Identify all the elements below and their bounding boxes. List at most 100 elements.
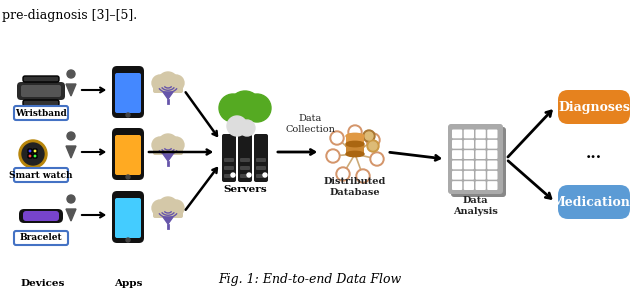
Circle shape bbox=[328, 151, 338, 161]
FancyBboxPatch shape bbox=[28, 154, 32, 158]
FancyBboxPatch shape bbox=[153, 206, 183, 218]
FancyBboxPatch shape bbox=[464, 130, 474, 138]
Circle shape bbox=[67, 132, 75, 140]
FancyBboxPatch shape bbox=[558, 90, 630, 124]
Circle shape bbox=[372, 154, 382, 164]
Circle shape bbox=[67, 195, 75, 203]
Circle shape bbox=[239, 120, 255, 136]
FancyBboxPatch shape bbox=[240, 166, 250, 170]
Circle shape bbox=[326, 149, 340, 163]
FancyBboxPatch shape bbox=[476, 171, 486, 180]
FancyBboxPatch shape bbox=[452, 160, 462, 169]
Circle shape bbox=[239, 96, 263, 120]
FancyBboxPatch shape bbox=[28, 149, 32, 153]
Circle shape bbox=[348, 125, 362, 139]
FancyBboxPatch shape bbox=[558, 185, 630, 219]
Circle shape bbox=[219, 94, 247, 122]
Circle shape bbox=[157, 139, 171, 153]
FancyBboxPatch shape bbox=[476, 160, 486, 169]
Text: Diagnoses: Diagnoses bbox=[558, 101, 630, 114]
Circle shape bbox=[350, 127, 360, 137]
Circle shape bbox=[231, 173, 235, 177]
FancyBboxPatch shape bbox=[224, 158, 234, 162]
Text: Devices: Devices bbox=[21, 279, 65, 288]
Ellipse shape bbox=[346, 151, 364, 157]
FancyBboxPatch shape bbox=[19, 209, 63, 223]
Circle shape bbox=[165, 139, 179, 153]
Circle shape bbox=[126, 175, 130, 179]
FancyBboxPatch shape bbox=[224, 166, 234, 170]
Circle shape bbox=[367, 140, 379, 152]
Text: Medications: Medications bbox=[551, 195, 637, 208]
Text: Bracelet: Bracelet bbox=[20, 233, 62, 243]
FancyBboxPatch shape bbox=[222, 134, 236, 182]
FancyBboxPatch shape bbox=[240, 174, 250, 178]
Circle shape bbox=[152, 75, 168, 91]
FancyBboxPatch shape bbox=[240, 158, 250, 162]
FancyBboxPatch shape bbox=[33, 154, 37, 158]
Circle shape bbox=[165, 77, 179, 91]
FancyBboxPatch shape bbox=[452, 140, 462, 149]
Polygon shape bbox=[66, 209, 76, 221]
Polygon shape bbox=[66, 146, 76, 158]
Text: Distributed
Database: Distributed Database bbox=[324, 177, 386, 197]
Circle shape bbox=[365, 132, 373, 140]
FancyBboxPatch shape bbox=[14, 231, 68, 245]
Text: pre-diagnosis [3]–[5].: pre-diagnosis [3]–[5]. bbox=[2, 9, 137, 22]
Text: Apps: Apps bbox=[114, 279, 142, 288]
Circle shape bbox=[243, 94, 271, 122]
Circle shape bbox=[366, 133, 380, 147]
Polygon shape bbox=[66, 84, 76, 96]
Circle shape bbox=[168, 75, 184, 91]
Circle shape bbox=[126, 238, 130, 242]
FancyBboxPatch shape bbox=[487, 181, 497, 190]
Circle shape bbox=[330, 131, 344, 145]
Circle shape bbox=[168, 137, 184, 153]
FancyBboxPatch shape bbox=[153, 143, 183, 155]
FancyBboxPatch shape bbox=[476, 150, 486, 159]
FancyBboxPatch shape bbox=[476, 130, 486, 138]
Circle shape bbox=[157, 77, 171, 91]
Circle shape bbox=[369, 142, 377, 150]
FancyBboxPatch shape bbox=[224, 174, 234, 178]
FancyBboxPatch shape bbox=[23, 100, 59, 106]
Ellipse shape bbox=[346, 133, 364, 139]
Circle shape bbox=[126, 113, 130, 117]
FancyBboxPatch shape bbox=[115, 135, 141, 175]
FancyBboxPatch shape bbox=[487, 160, 497, 169]
FancyBboxPatch shape bbox=[14, 168, 68, 182]
FancyBboxPatch shape bbox=[464, 171, 474, 180]
Text: Fig. 1: End-to-end Data Flow: Fig. 1: End-to-end Data Flow bbox=[218, 274, 402, 287]
FancyBboxPatch shape bbox=[464, 140, 474, 149]
Circle shape bbox=[22, 143, 44, 165]
FancyBboxPatch shape bbox=[14, 106, 68, 120]
FancyBboxPatch shape bbox=[112, 191, 144, 243]
Circle shape bbox=[158, 134, 178, 154]
FancyBboxPatch shape bbox=[153, 81, 183, 93]
Circle shape bbox=[19, 140, 47, 168]
FancyBboxPatch shape bbox=[346, 146, 364, 154]
FancyBboxPatch shape bbox=[464, 150, 474, 159]
FancyBboxPatch shape bbox=[23, 76, 59, 82]
Polygon shape bbox=[163, 154, 173, 161]
FancyBboxPatch shape bbox=[476, 181, 486, 190]
FancyBboxPatch shape bbox=[448, 124, 503, 194]
FancyBboxPatch shape bbox=[17, 82, 65, 100]
FancyBboxPatch shape bbox=[487, 130, 497, 138]
FancyBboxPatch shape bbox=[33, 149, 37, 153]
FancyBboxPatch shape bbox=[464, 181, 474, 190]
Polygon shape bbox=[163, 217, 173, 224]
Text: Data
Collection: Data Collection bbox=[285, 114, 335, 134]
Circle shape bbox=[157, 202, 171, 216]
Circle shape bbox=[229, 91, 261, 123]
Circle shape bbox=[356, 169, 370, 183]
Ellipse shape bbox=[346, 143, 364, 149]
Text: Smart watch: Smart watch bbox=[9, 171, 73, 179]
FancyBboxPatch shape bbox=[256, 174, 266, 178]
FancyBboxPatch shape bbox=[238, 134, 252, 182]
FancyBboxPatch shape bbox=[112, 66, 144, 118]
Circle shape bbox=[332, 133, 342, 143]
Circle shape bbox=[152, 137, 168, 153]
FancyBboxPatch shape bbox=[487, 171, 497, 180]
FancyBboxPatch shape bbox=[452, 171, 462, 180]
